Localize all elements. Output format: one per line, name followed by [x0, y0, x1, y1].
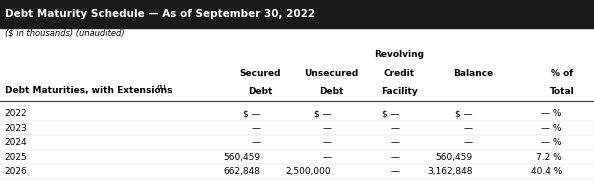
Bar [0, 0, 594, 28]
Text: 2,500,000: 2,500,000 [286, 167, 331, 177]
Text: 2025: 2025 [5, 153, 27, 162]
Text: (1): (1) [157, 85, 167, 90]
Text: 560,459: 560,459 [436, 153, 473, 162]
Text: 2026: 2026 [5, 167, 27, 177]
Text: Secured: Secured [239, 69, 281, 78]
Text: Credit: Credit [384, 69, 415, 78]
Text: 2024: 2024 [5, 138, 27, 147]
Text: —: — [390, 138, 399, 147]
Text: 2022: 2022 [5, 109, 27, 118]
Text: — %: — % [541, 109, 562, 118]
Text: ($ in thousands) (unaudited): ($ in thousands) (unaudited) [5, 29, 124, 38]
Text: Debt Maturity Schedule — As of September 30, 2022: Debt Maturity Schedule — As of September… [5, 9, 315, 19]
Text: 7.2 %: 7.2 % [536, 153, 562, 162]
Text: —: — [251, 124, 260, 133]
Text: $ —: $ — [314, 109, 331, 118]
Text: Balance: Balance [453, 69, 493, 78]
Text: —: — [323, 124, 331, 133]
Text: Debt: Debt [319, 86, 344, 96]
Text: Total: Total [549, 86, 574, 96]
Text: —: — [464, 138, 473, 147]
Text: Facility: Facility [381, 86, 418, 96]
Text: $ —: $ — [381, 109, 399, 118]
Text: —: — [390, 124, 399, 133]
Text: Revolving: Revolving [374, 50, 424, 59]
Text: —: — [323, 138, 331, 147]
Text: $ —: $ — [242, 109, 260, 118]
Text: 40.4 %: 40.4 % [530, 167, 562, 177]
Text: Debt Maturities, with Extensions: Debt Maturities, with Extensions [5, 86, 172, 96]
Text: —: — [390, 153, 399, 162]
Text: Unsecured: Unsecured [304, 69, 359, 78]
Text: 662,848: 662,848 [223, 167, 260, 177]
Text: 2023: 2023 [5, 124, 27, 133]
Text: — %: — % [541, 124, 562, 133]
Text: 560,459: 560,459 [223, 153, 260, 162]
Text: Debt: Debt [248, 86, 273, 96]
Text: —: — [390, 167, 399, 177]
Text: —: — [464, 124, 473, 133]
Text: —: — [251, 138, 260, 147]
Text: 3,162,848: 3,162,848 [427, 167, 473, 177]
Text: — %: — % [541, 138, 562, 147]
Text: —: — [323, 153, 331, 162]
Text: $ —: $ — [455, 109, 473, 118]
Text: % of: % of [551, 69, 573, 78]
